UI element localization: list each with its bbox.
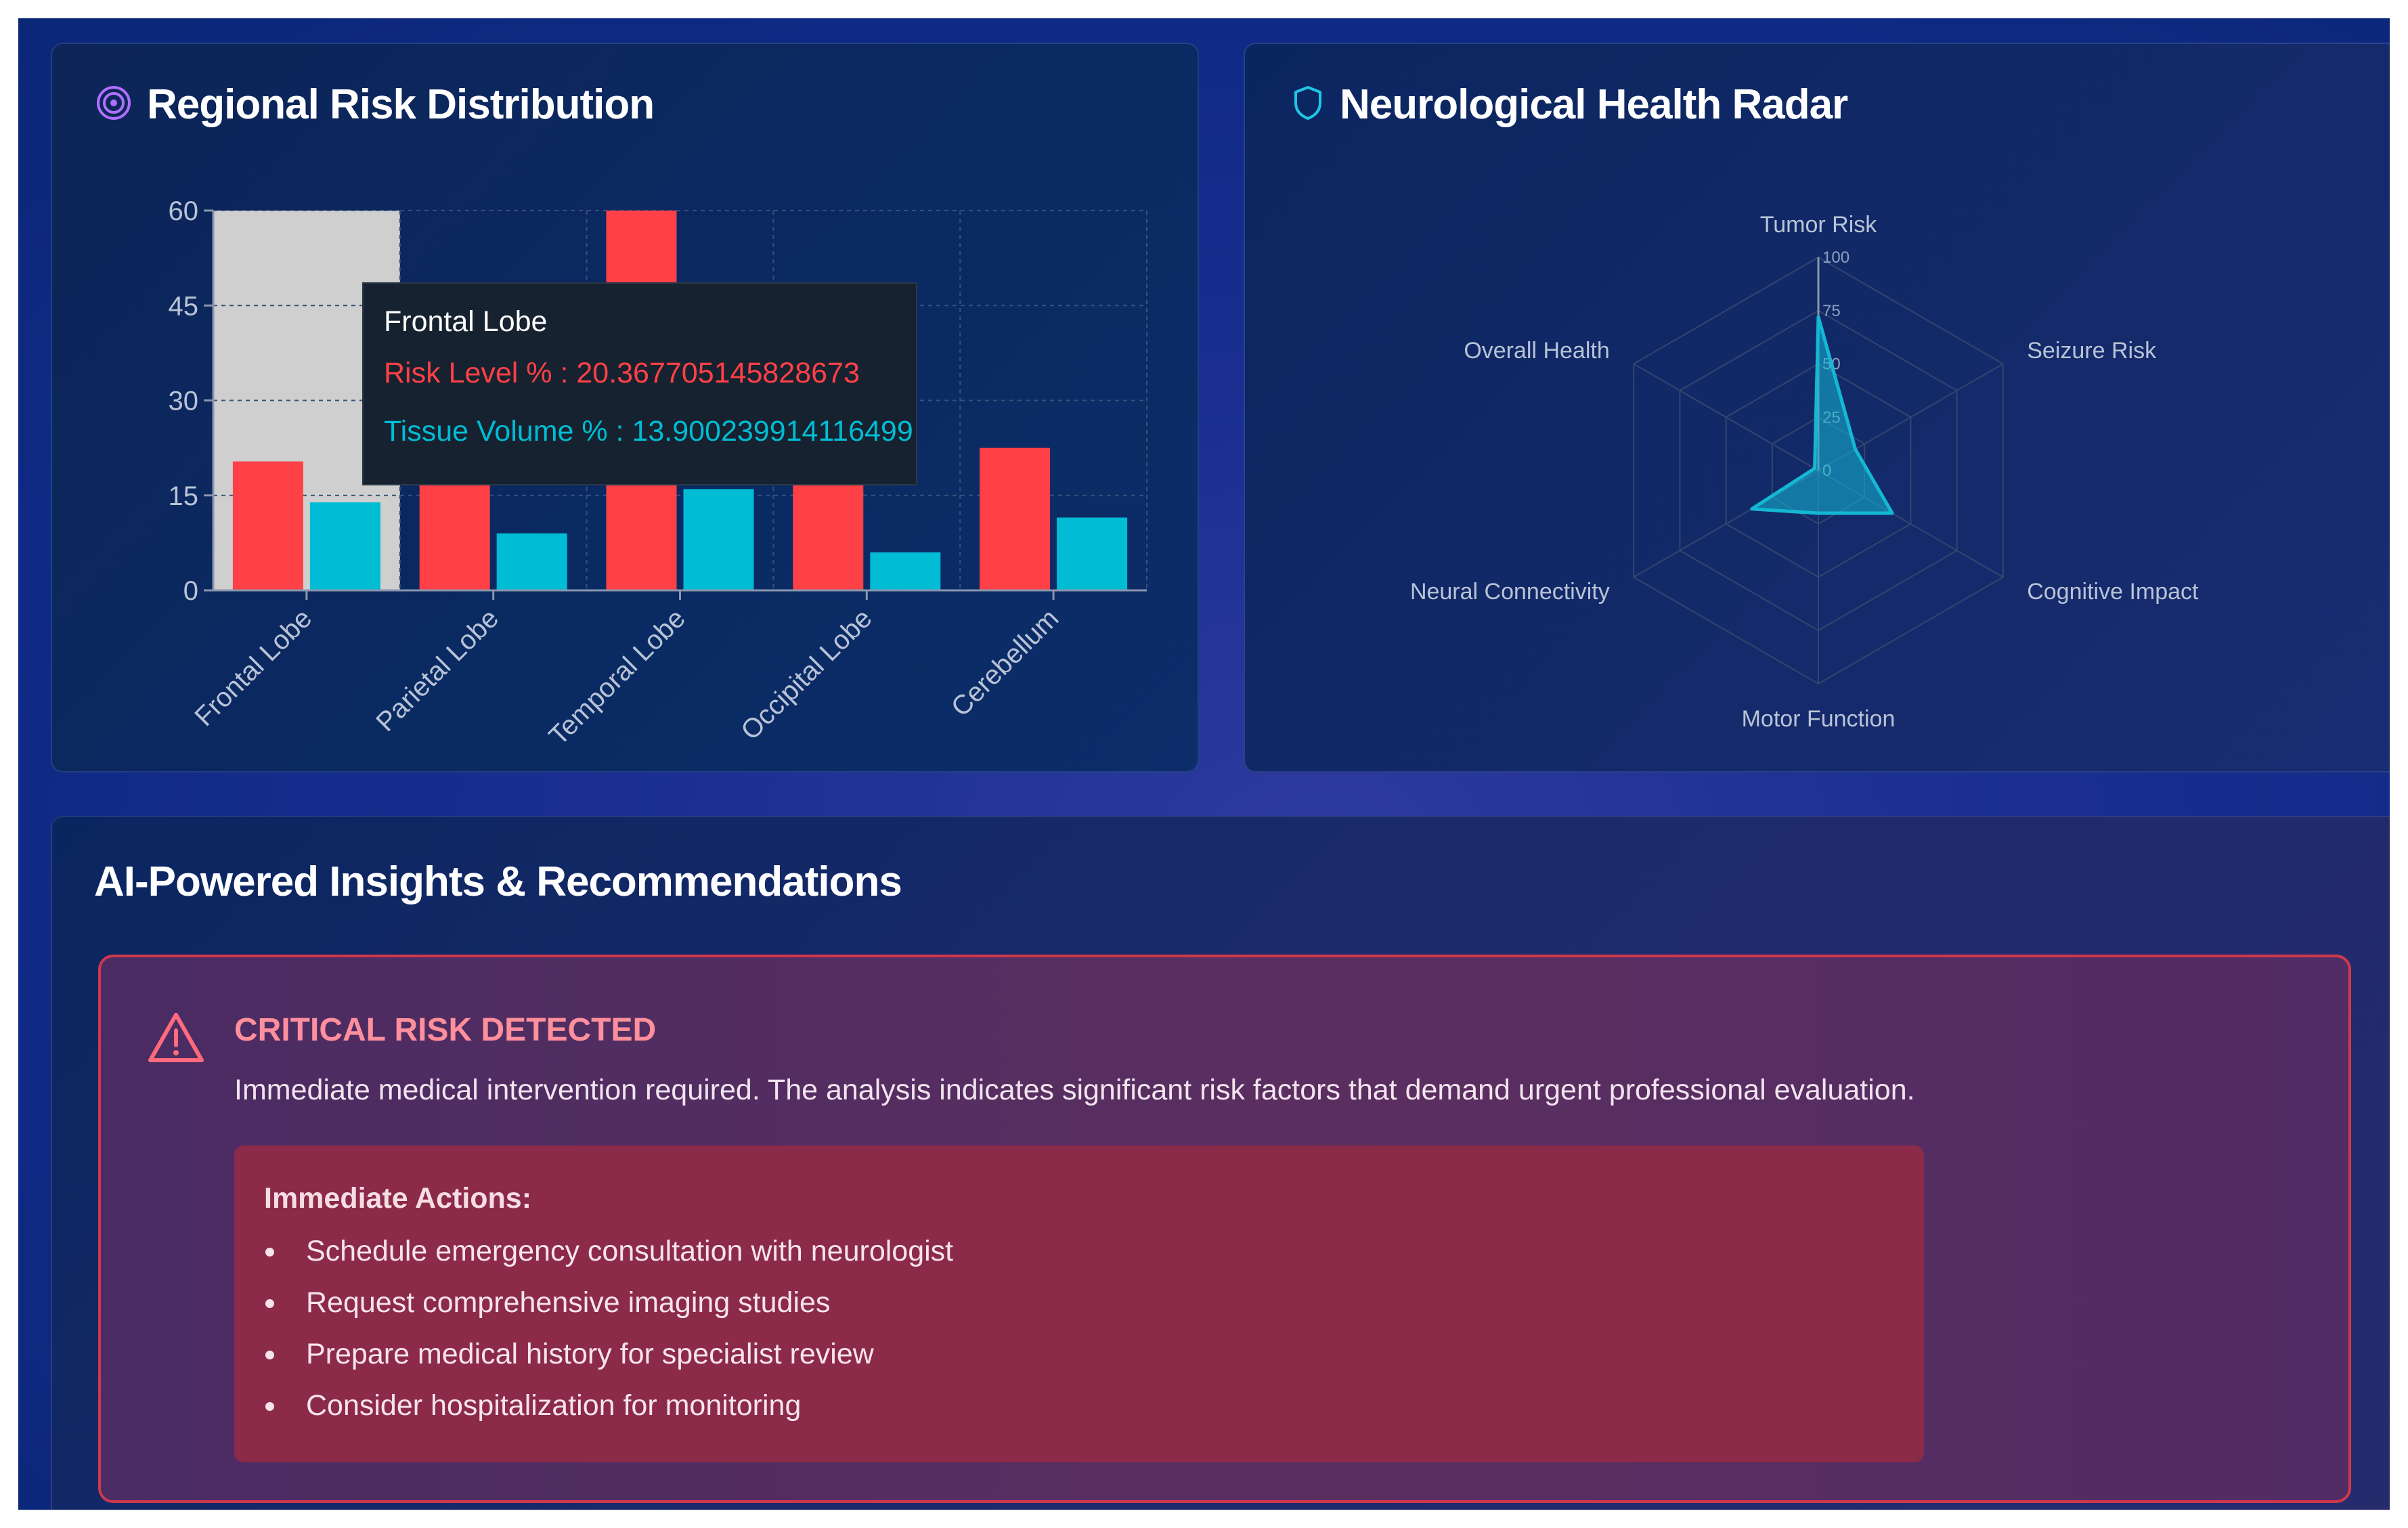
radar-axis-label: Motor Function	[1742, 706, 1896, 732]
y-tick-label: 45	[169, 291, 199, 321]
alert-title: CRITICAL RISK DETECTED	[234, 1012, 657, 1048]
neuro-radar-card: Neurological Health Radar 0255075100Tumo…	[1244, 43, 2390, 772]
insights-title: AI-Powered Insights & Recommendations	[94, 858, 902, 905]
actions-list: Schedule emergency consultation with neu…	[234, 1225, 953, 1431]
radar-tick-label: 100	[1822, 248, 1849, 267]
action-item: Schedule emergency consultation with neu…	[234, 1225, 953, 1277]
y-tick-label: 0	[183, 576, 198, 606]
x-tick-label: Temporal Lobe	[544, 603, 691, 751]
tissue-bar	[309, 502, 380, 590]
warning-icon	[148, 1013, 204, 1062]
x-tick-label: Cerebellum	[946, 603, 1065, 722]
target-icon	[97, 86, 131, 120]
y-tick-label: 15	[169, 481, 199, 511]
tissue-bar	[496, 533, 567, 590]
tissue-bar	[1057, 517, 1128, 590]
tissue-bar	[683, 489, 754, 590]
actions-title: Immediate Actions:	[264, 1182, 532, 1215]
insights-card: AI-Powered Insights & Recommendations CR…	[51, 816, 2390, 1510]
alert-text: Immediate medical intervention required.…	[234, 1074, 1915, 1106]
regional-risk-card: Regional Risk Distribution 0 15 30 45 60 Fron…	[51, 43, 1199, 772]
action-item: Request comprehensive imaging studies	[234, 1277, 953, 1328]
tissue-bar	[870, 552, 941, 590]
radar-axis-label: Tumor Risk	[1760, 212, 1878, 238]
y-tick-label: 30	[169, 387, 199, 416]
shield-icon	[1294, 86, 1321, 120]
neuro-radar-title: Neurological Health Radar	[1340, 81, 1848, 128]
dashboard: Regional Risk Distribution 0 15 30 45 60 Fron…	[18, 18, 2390, 1510]
critical-risk-alert: CRITICAL RISK DETECTED Immediate medical…	[98, 955, 2351, 1503]
action-item: Consider hospitalization for monitoring	[234, 1380, 953, 1431]
radar-axis-label: Neural Connectivity	[1410, 579, 1610, 605]
action-item: Prepare medical history for specialist r…	[234, 1328, 953, 1380]
tooltip-title: Frontal Lobe	[384, 305, 548, 338]
immediate-actions-box: Immediate Actions: Schedule emergency co…	[234, 1145, 1924, 1462]
x-tick-label: Frontal Lobe	[189, 603, 318, 732]
risk-bar	[980, 448, 1051, 590]
risk-bar	[232, 461, 303, 590]
regional-risk-title: Regional Risk Distribution	[147, 81, 655, 128]
radar-axis-label: Cognitive Impact	[2027, 579, 2199, 605]
radar-series	[1750, 315, 1894, 515]
radar-axis-label: Seizure Risk	[2027, 338, 2157, 364]
tooltip-tissue-volume: Tissue Volume % : 13.900239914116499	[384, 415, 913, 448]
x-tick-label: Occipital Lobe	[735, 603, 877, 745]
chart-tooltip: Frontal Lobe Risk Level % : 20.367705145…	[362, 282, 917, 485]
radar-spoke	[1633, 363, 1819, 471]
tooltip-risk-level: Risk Level % : 20.367705145828673	[384, 357, 860, 389]
radar-tick-label: 75	[1822, 302, 1841, 320]
x-tick-label: Parietal Lobe	[370, 603, 504, 737]
radar-axis-label: Overall Health	[1464, 338, 1609, 364]
y-tick-label: 60	[169, 196, 199, 226]
